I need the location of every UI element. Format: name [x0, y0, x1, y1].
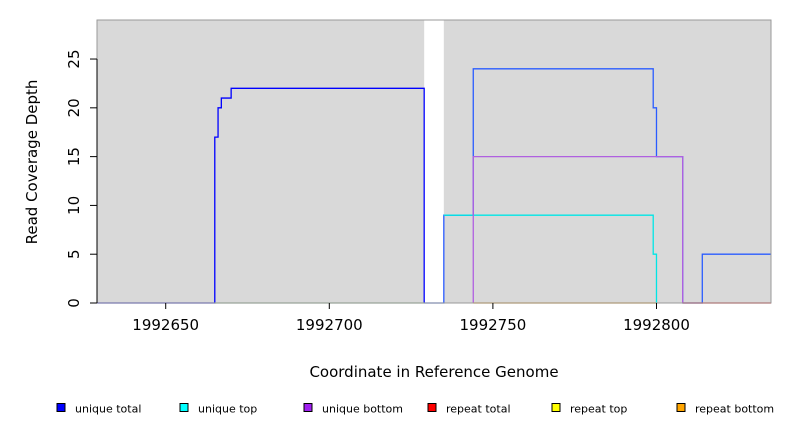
series-line	[472, 155, 684, 303]
legend-label: unique bottom	[322, 403, 403, 416]
legend-swatch	[179, 403, 189, 412]
series-line	[443, 214, 658, 303]
background-region	[97, 20, 425, 303]
legend-swatch	[427, 403, 437, 412]
legend: unique total unique top unique bottom repea…	[56, 403, 774, 416]
legend-swatch	[56, 403, 66, 412]
legend-swatch	[551, 403, 561, 412]
background-region	[443, 20, 771, 303]
legend-label: unique top	[198, 403, 257, 416]
x-tick-label: 1992800	[623, 316, 690, 334]
y-tick-label: 5	[65, 249, 83, 259]
legend-label: unique total	[75, 403, 141, 416]
legend-swatch	[676, 403, 686, 412]
x-tick-label: 1992750	[459, 316, 526, 334]
legend-label: repeat top	[570, 403, 627, 416]
y-tick-label: 10	[65, 196, 83, 215]
x-tick-label: 1992650	[132, 316, 199, 334]
x-axis: 1992650 1992700 1992750 1992800	[132, 303, 690, 334]
x-tick-label: 1992700	[296, 316, 363, 334]
y-tick-label: 15	[65, 147, 83, 166]
legend-label: repeat total	[446, 403, 511, 416]
x-axis-title: Coordinate in Reference Genome	[309, 363, 558, 381]
legend-swatch	[303, 403, 313, 412]
y-tick-label: 0	[65, 298, 83, 308]
y-axis-title: Read Coverage Depth	[23, 80, 41, 245]
y-axis: 0 5 10 15 20 25	[65, 49, 98, 308]
background-regions	[97, 19, 771, 303]
legend-label: repeat bottom	[695, 403, 774, 416]
y-tick-label: 25	[65, 49, 83, 68]
y-tick-label: 20	[65, 98, 83, 117]
